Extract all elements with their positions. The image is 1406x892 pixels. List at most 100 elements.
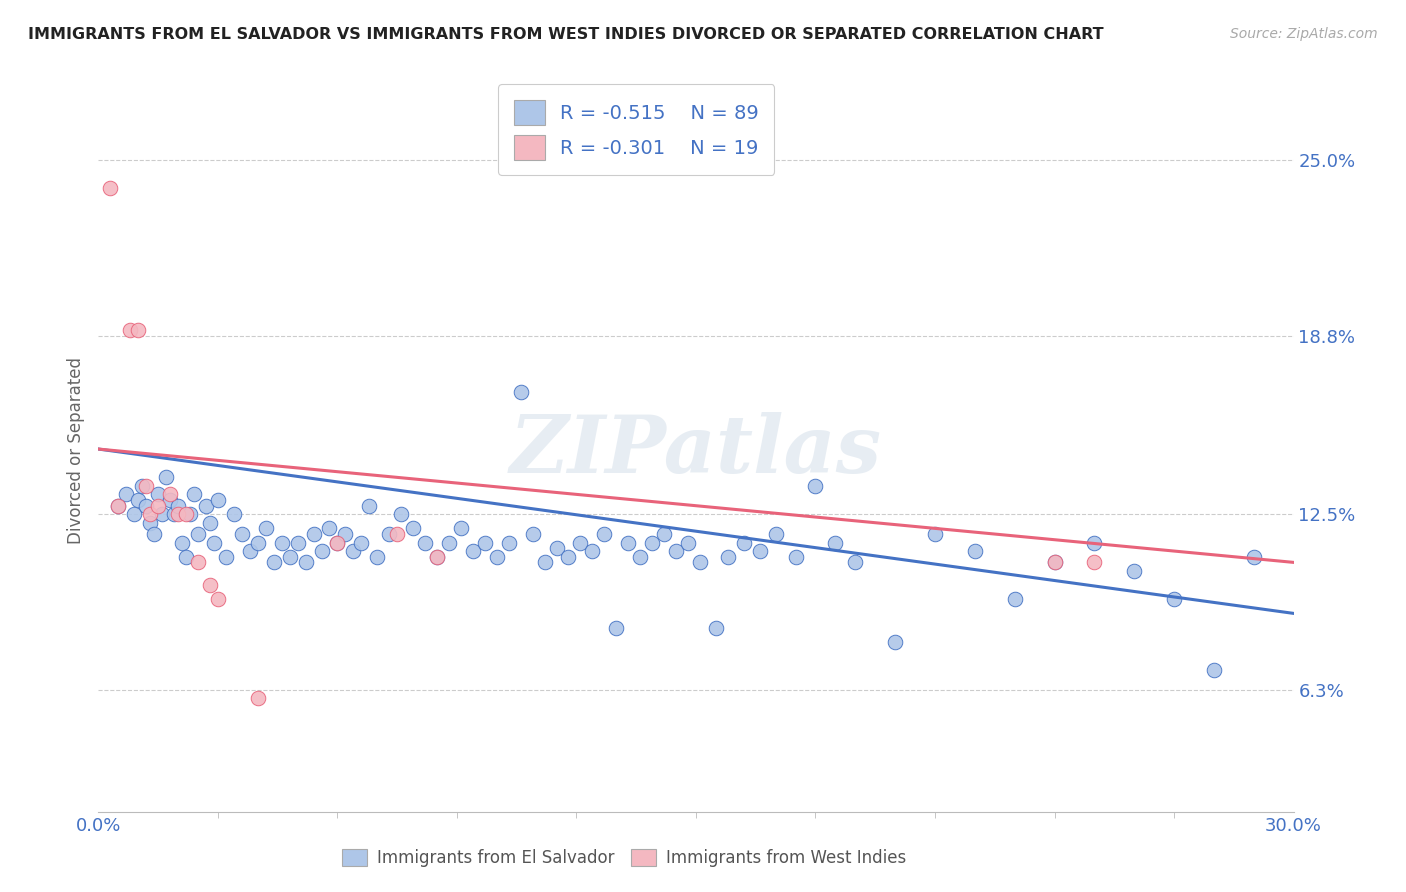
Point <box>509 385 531 400</box>
Point <box>426 549 449 564</box>
Point <box>569 535 592 549</box>
Point <box>402 521 425 535</box>
Point <box>270 535 292 549</box>
Point <box>107 499 129 513</box>
Point <box>318 521 340 535</box>
Legend: Immigrants from El Salvador, Immigrants from West Indies: Immigrants from El Salvador, Immigrants … <box>333 841 915 876</box>
Point <box>231 527 253 541</box>
Point <box>378 527 401 541</box>
Point <box>198 516 221 530</box>
Point <box>617 535 640 549</box>
Text: ZIPatlas: ZIPatlas <box>510 412 882 489</box>
Point <box>437 535 460 549</box>
Point <box>294 555 316 569</box>
Point <box>474 535 496 549</box>
Point <box>689 555 711 569</box>
Point <box>115 487 138 501</box>
Point <box>389 507 412 521</box>
Point <box>1043 555 1066 569</box>
Point <box>461 544 484 558</box>
Point <box>150 507 173 521</box>
Point <box>159 493 181 508</box>
Point <box>246 691 269 706</box>
Point <box>963 544 986 558</box>
Point <box>1043 555 1066 569</box>
Point <box>581 544 603 558</box>
Point <box>785 549 807 564</box>
Point <box>1083 555 1105 569</box>
Point <box>107 499 129 513</box>
Point <box>207 493 229 508</box>
Point <box>135 479 157 493</box>
Point <box>385 527 409 541</box>
Point <box>278 549 301 564</box>
Point <box>239 544 262 558</box>
Point <box>652 527 675 541</box>
Point <box>159 487 181 501</box>
Point <box>844 555 866 569</box>
Point <box>748 544 770 558</box>
Point <box>641 535 664 549</box>
Point <box>533 555 555 569</box>
Point <box>311 544 333 558</box>
Point <box>139 507 162 521</box>
Point <box>135 499 157 513</box>
Point <box>557 549 579 564</box>
Point <box>717 549 740 564</box>
Point <box>174 549 197 564</box>
Point <box>287 535 309 549</box>
Point <box>1123 564 1146 578</box>
Point <box>302 527 325 541</box>
Point <box>195 499 218 513</box>
Point <box>254 521 277 535</box>
Point <box>246 535 269 549</box>
Point <box>124 507 146 521</box>
Point <box>167 499 190 513</box>
Point <box>342 544 364 558</box>
Point <box>187 527 209 541</box>
Point <box>359 499 381 513</box>
Point <box>335 527 357 541</box>
Point <box>733 535 755 549</box>
Point <box>366 549 388 564</box>
Point <box>522 527 544 541</box>
Point <box>450 521 472 535</box>
Point <box>155 470 177 484</box>
Point <box>1163 592 1185 607</box>
Point <box>605 621 627 635</box>
Point <box>183 487 205 501</box>
Point <box>485 549 508 564</box>
Point <box>1202 663 1225 677</box>
Point <box>143 527 166 541</box>
Point <box>198 578 221 592</box>
Point <box>704 621 727 635</box>
Point <box>172 535 194 549</box>
Point <box>207 592 229 607</box>
Point <box>326 535 349 549</box>
Point <box>131 479 153 493</box>
Point <box>139 516 162 530</box>
Point <box>1004 592 1026 607</box>
Point <box>824 535 846 549</box>
Point <box>263 555 285 569</box>
Point <box>924 527 946 541</box>
Point <box>804 479 827 493</box>
Text: IMMIGRANTS FROM EL SALVADOR VS IMMIGRANTS FROM WEST INDIES DIVORCED OR SEPARATED: IMMIGRANTS FROM EL SALVADOR VS IMMIGRANT… <box>28 27 1104 42</box>
Point <box>179 507 201 521</box>
Point <box>1083 535 1105 549</box>
Point <box>498 535 520 549</box>
Point <box>326 535 349 549</box>
Point <box>676 535 699 549</box>
Point <box>127 493 149 508</box>
Text: Source: ZipAtlas.com: Source: ZipAtlas.com <box>1230 27 1378 41</box>
Point <box>167 507 190 521</box>
Point <box>127 323 149 337</box>
Point <box>215 549 238 564</box>
Point <box>350 535 373 549</box>
Point <box>120 323 142 337</box>
Point <box>163 507 186 521</box>
Point <box>413 535 436 549</box>
Point <box>765 527 787 541</box>
Point <box>202 535 225 549</box>
Point <box>148 487 170 501</box>
